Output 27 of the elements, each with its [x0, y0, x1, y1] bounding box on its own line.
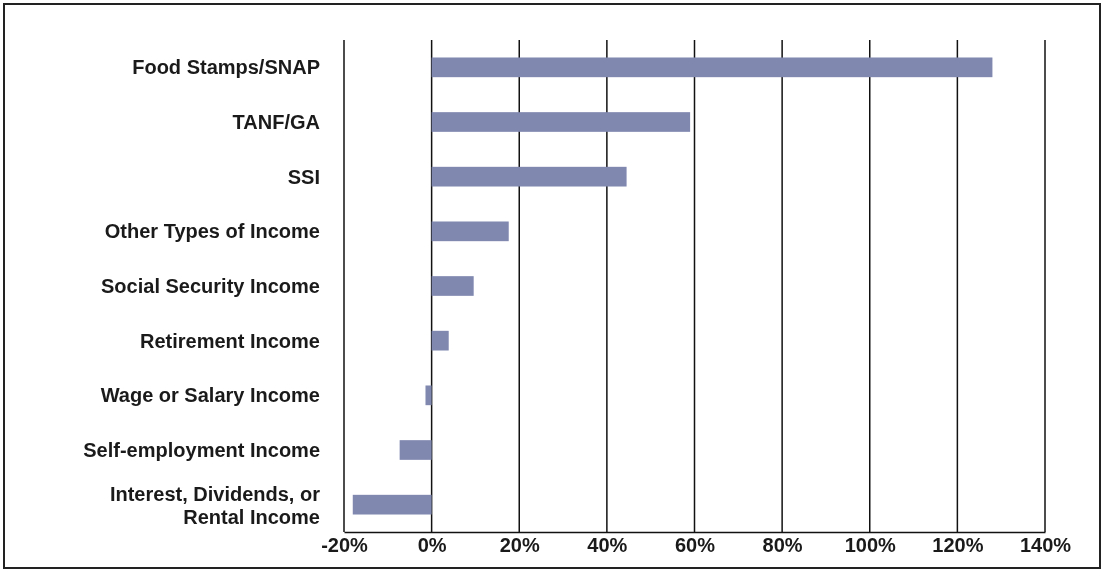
y-tick-label: Self-employment Income	[83, 439, 320, 461]
bar	[425, 385, 432, 406]
y-tick-label: Other Types of Income	[104, 220, 320, 243]
x-tick-label: 40%	[587, 534, 628, 557]
bar	[431, 276, 474, 296]
x-tick-label: 140%	[1019, 534, 1072, 557]
bar	[352, 494, 432, 515]
x-tick-label: 100%	[844, 534, 897, 557]
x-tick-label: -20%	[321, 534, 369, 557]
bar	[431, 221, 509, 242]
bar	[431, 330, 449, 351]
y-tick-label: TANF/GA	[232, 111, 320, 133]
bar	[431, 112, 691, 132]
y-tick-label: Retirement Income	[139, 329, 320, 352]
y-tick-label: Wage or Salary Income	[100, 384, 320, 407]
x-tick-label: 20%	[499, 534, 540, 557]
x-tick-label: 60%	[674, 534, 716, 557]
x-tick-label: 0%	[417, 534, 447, 557]
bar	[399, 440, 432, 460]
bar	[431, 166, 627, 187]
y-tick-label: SSI	[287, 165, 320, 188]
bar	[431, 57, 993, 78]
y-tick-label: Food Stamps/SNAP	[132, 56, 320, 79]
x-tick-label: 120%	[932, 534, 984, 557]
y-tick-label: Social Security Income	[101, 275, 320, 297]
x-tick-label: 80%	[762, 534, 803, 557]
y-tick-label: Interest, Dividends, or Rental Income	[109, 482, 321, 528]
